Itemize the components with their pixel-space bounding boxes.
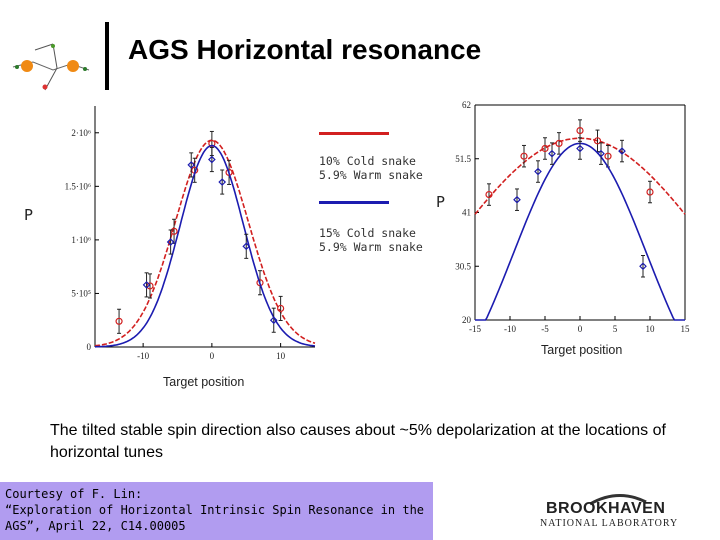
blue-data-point xyxy=(618,147,626,155)
blue-data-point xyxy=(548,149,556,158)
blue-data-point xyxy=(639,262,647,271)
red-data-point xyxy=(541,144,549,153)
blue-data-point xyxy=(576,144,584,153)
red-data-point xyxy=(555,139,563,147)
legend-red-line xyxy=(319,132,389,135)
red-data-point xyxy=(115,317,123,325)
x-tick-label: -10 xyxy=(504,324,516,334)
x-tick-label: 10 xyxy=(646,324,656,334)
blue-data-point xyxy=(269,316,278,325)
x-tick-label: 10 xyxy=(276,351,286,360)
atom-logo-icon xyxy=(12,43,90,91)
right-x-axis-caption: Target position xyxy=(541,343,623,357)
credit-line2: “Exploration of Horizontal Intrinsic Spi… xyxy=(5,503,425,517)
blue-fit-curve xyxy=(94,144,316,348)
legend: 10% Cold snake 5.9% Warm snake 15% Cold … xyxy=(319,126,439,256)
right-polarization-chart: 20 30.5 41 51.5 62 -15 -10 -5 0 5 10 15 xyxy=(455,100,691,334)
blue-data-point xyxy=(242,242,251,251)
red-data-point xyxy=(520,152,528,160)
brookhaven-sub: NATIONAL LABORATORY xyxy=(540,518,679,529)
red-data-point xyxy=(604,152,612,160)
legend-red-label-line1: 10% Cold snake xyxy=(319,154,416,168)
y-tick-label: 1·10⁶ xyxy=(71,235,91,245)
red-data-point xyxy=(646,188,654,196)
red-data-point xyxy=(593,137,602,145)
credit-line3: AGS”, April 22, C14.00005 xyxy=(5,519,186,533)
y-tick-label: 62 xyxy=(462,100,471,110)
y-tick-label: 41 xyxy=(462,208,471,218)
blue-data-point xyxy=(218,178,227,186)
blue-data-point xyxy=(166,238,175,246)
depolarization-note: The tilted stable spin direction also ca… xyxy=(50,422,666,461)
y-tick-label: 1.5·10⁶ xyxy=(65,181,91,191)
right-y-axis-label: P xyxy=(436,193,446,211)
red-data-point xyxy=(277,304,285,313)
left-x-axis-caption: Target position xyxy=(163,375,245,389)
x-tick-label: 5 xyxy=(613,324,618,334)
left-polarization-chart: 0 5·10⁵ 1·10⁶ 1.5·10⁶ 2·10⁶ -10 0 10 xyxy=(65,106,316,360)
y-tick-label: 2·10⁶ xyxy=(71,128,91,138)
credit-line1: Courtesy of F. Lin: xyxy=(5,487,143,501)
x-tick-label: -10 xyxy=(137,351,149,360)
x-tick-label: 0 xyxy=(210,351,215,360)
credit-box: Courtesy of F. Lin: “Exploration of Hori… xyxy=(0,482,433,540)
blue-fit-curve xyxy=(475,142,685,321)
red-data-point xyxy=(576,126,584,135)
y-tick-label: 5·10⁵ xyxy=(71,288,91,298)
x-tick-label: -15 xyxy=(469,324,481,334)
red-fit-curve xyxy=(94,139,316,347)
y-tick-label: 51.5 xyxy=(455,154,471,164)
slide-title: AGS Horizontal resonance xyxy=(128,34,482,65)
brookhaven-swoosh-icon xyxy=(589,494,647,506)
blue-data-point xyxy=(208,155,216,164)
y-tick-label: 20 xyxy=(462,315,472,325)
legend-blue-line xyxy=(319,201,389,204)
brookhaven-name: BROOKHAVEN xyxy=(546,500,666,517)
legend-red-label-line2: 5.9% Warm snake xyxy=(319,168,423,182)
y-tick-label: 0 xyxy=(87,342,92,352)
y-tick-label: 30.5 xyxy=(455,261,471,271)
blue-data-point xyxy=(513,195,521,204)
x-tick-label: -5 xyxy=(541,324,549,334)
x-tick-label: 0 xyxy=(578,324,583,334)
left-y-axis-label: P xyxy=(24,206,34,224)
legend-blue-label-line1: 15% Cold snake xyxy=(319,226,416,240)
legend-blue-label-line2: 5.9% Warm snake xyxy=(319,240,423,254)
blue-data-point xyxy=(142,281,151,289)
x-tick-label: 15 xyxy=(681,324,691,334)
blue-data-point xyxy=(187,161,196,169)
blue-data-point xyxy=(534,167,542,176)
blue-data-point xyxy=(597,149,605,158)
title-divider xyxy=(105,22,109,90)
brookhaven-logo: BROOKHAVEN NATIONAL LABORATORY xyxy=(538,492,708,532)
red-data-point xyxy=(485,190,493,199)
